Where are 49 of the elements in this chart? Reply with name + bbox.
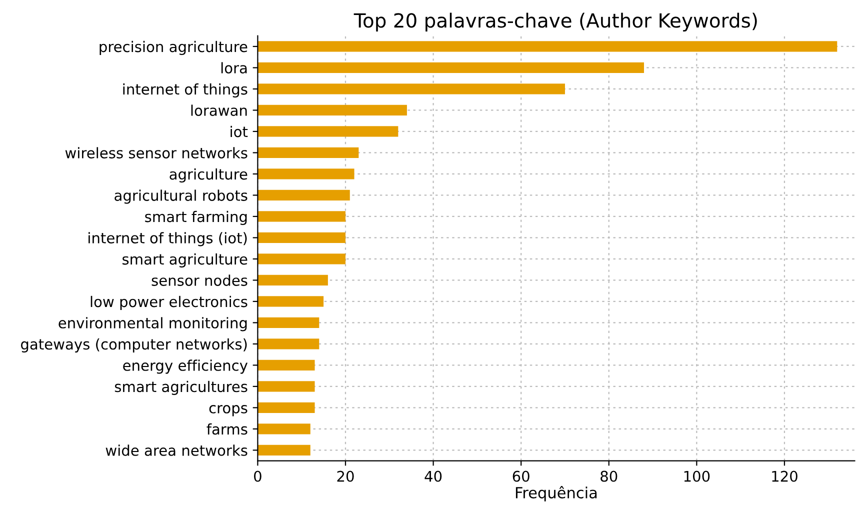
- y-tick-label: agricultural robots: [114, 190, 248, 204]
- x-tick-label: 20: [337, 470, 354, 482]
- x-tick-label: 100: [684, 470, 710, 482]
- y-tick-label: environmental monitoring: [58, 317, 247, 332]
- bar: [258, 104, 407, 116]
- bar: [258, 254, 346, 264]
- bar: [258, 126, 398, 137]
- bar: [258, 317, 320, 328]
- x-axis-title: Frequência: [516, 486, 597, 502]
- y-tick-label: crops: [209, 405, 248, 416]
- chart-title: Top 20 palavras-chave (Author Keywords): [354, 12, 757, 32]
- bar: [258, 232, 346, 244]
- bar: [258, 84, 565, 94]
- y-tick-label: gateways (computer networks): [21, 338, 247, 353]
- y-tick-label: internet of things (iot): [88, 232, 247, 246]
- bar: [258, 360, 315, 370]
- bar: [258, 381, 315, 392]
- y-tick-label: wireless sensor networks: [65, 147, 248, 158]
- bar: [258, 168, 354, 180]
- y-tick-label: lora: [221, 62, 247, 74]
- bar: [258, 274, 328, 286]
- bar: [258, 424, 310, 434]
- bar: [258, 211, 346, 222]
- bar: [258, 41, 838, 52]
- bar: [258, 190, 350, 201]
- y-tick-label: low power electronics: [90, 296, 248, 310]
- bar: [258, 296, 324, 307]
- x-tick-label: 60: [512, 470, 530, 482]
- y-tick-label: lorawan: [191, 104, 247, 116]
- x-tick-label: 120: [772, 470, 798, 482]
- y-tick-label: internet of things: [123, 83, 248, 98]
- bar: [258, 444, 310, 456]
- y-tick-label: precision agriculture: [100, 40, 248, 56]
- x-tick-label: 80: [600, 470, 618, 482]
- y-tick-label: wide area networks: [106, 444, 248, 456]
- bar: [258, 147, 359, 158]
- y-tick-label: agriculture: [170, 168, 248, 183]
- bar: [258, 402, 315, 413]
- y-tick-label: smart agricultures: [114, 380, 248, 396]
- y-tick-label: sensor nodes: [152, 274, 248, 286]
- x-tick-label: 40: [424, 470, 442, 482]
- y-tick-label: energy efficiency: [123, 360, 248, 374]
- y-tick-label: farms: [206, 423, 248, 435]
- y-tick-label: iot: [230, 126, 248, 138]
- x-tick-label: 0: [254, 470, 262, 482]
- bar: [258, 338, 320, 350]
- y-tick-label: smart agriculture: [122, 253, 248, 268]
- bar: [258, 62, 644, 74]
- y-tick-label: smart farming: [145, 210, 247, 226]
